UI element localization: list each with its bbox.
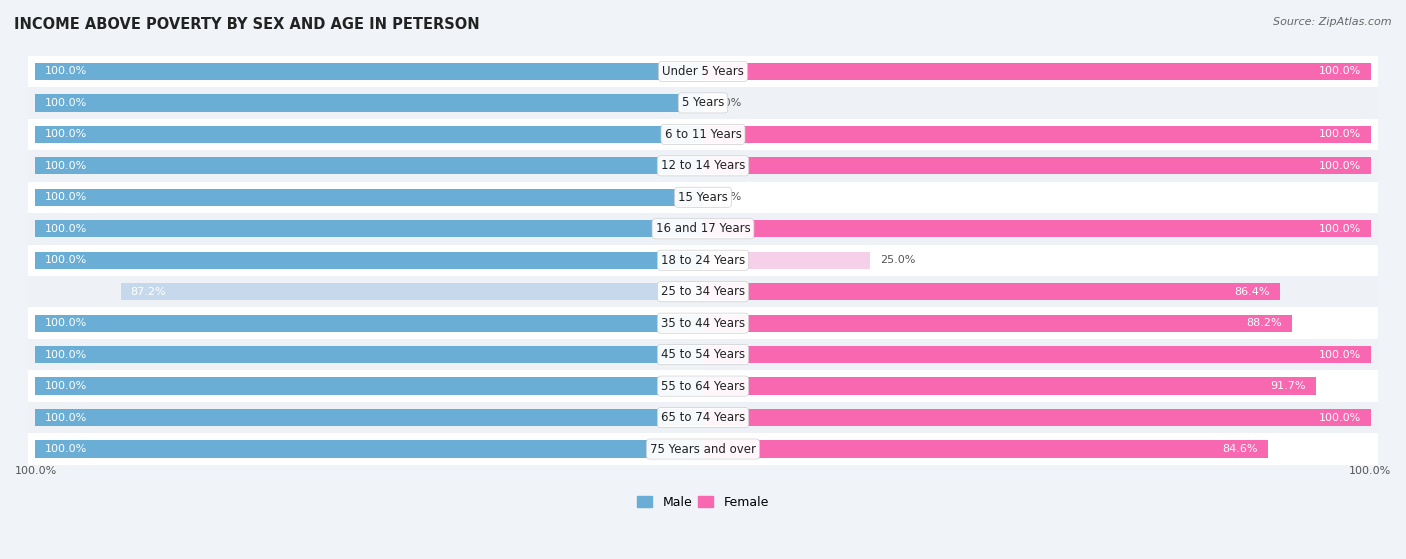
- Text: 100.0%: 100.0%: [45, 444, 87, 454]
- Text: 100.0%: 100.0%: [45, 67, 87, 77]
- Text: 55 to 64 Years: 55 to 64 Years: [661, 380, 745, 392]
- Text: 100.0%: 100.0%: [45, 161, 87, 171]
- Text: 100.0%: 100.0%: [1319, 413, 1361, 423]
- Bar: [28, 56, 1378, 87]
- Bar: [35, 409, 703, 426]
- Text: 100.0%: 100.0%: [45, 413, 87, 423]
- Text: 91.7%: 91.7%: [1270, 381, 1306, 391]
- Bar: [28, 150, 1378, 182]
- Bar: [35, 94, 703, 112]
- Text: 100.0%: 100.0%: [1319, 349, 1361, 359]
- Bar: [28, 87, 1378, 119]
- Text: 100.0%: 100.0%: [45, 224, 87, 234]
- Text: 75 Years and over: 75 Years and over: [650, 443, 756, 456]
- Bar: [28, 244, 1378, 276]
- Bar: [703, 126, 1371, 143]
- Bar: [28, 276, 1378, 307]
- Bar: [703, 377, 1316, 395]
- Bar: [28, 213, 1378, 244]
- Bar: [35, 220, 703, 238]
- Bar: [703, 315, 1292, 332]
- Bar: [28, 371, 1378, 402]
- Text: 0.0%: 0.0%: [713, 98, 741, 108]
- Legend: Male, Female: Male, Female: [633, 491, 773, 514]
- Bar: [28, 182, 1378, 213]
- Text: 100.0%: 100.0%: [1348, 466, 1391, 476]
- Text: 45 to 54 Years: 45 to 54 Years: [661, 348, 745, 361]
- Bar: [703, 440, 1268, 458]
- Text: 100.0%: 100.0%: [15, 466, 58, 476]
- Text: 100.0%: 100.0%: [1319, 161, 1361, 171]
- Text: 100.0%: 100.0%: [45, 129, 87, 139]
- Text: 100.0%: 100.0%: [45, 192, 87, 202]
- Text: 87.2%: 87.2%: [131, 287, 166, 297]
- Bar: [35, 252, 703, 269]
- Text: 6 to 11 Years: 6 to 11 Years: [665, 128, 741, 141]
- Text: 100.0%: 100.0%: [1319, 67, 1361, 77]
- Text: 100.0%: 100.0%: [1319, 129, 1361, 139]
- Bar: [35, 377, 703, 395]
- Text: 100.0%: 100.0%: [45, 255, 87, 265]
- Text: 88.2%: 88.2%: [1247, 318, 1282, 328]
- Bar: [703, 63, 1371, 80]
- Text: Under 5 Years: Under 5 Years: [662, 65, 744, 78]
- Bar: [703, 220, 1371, 238]
- Text: 100.0%: 100.0%: [1319, 224, 1361, 234]
- Bar: [35, 63, 703, 80]
- Text: 84.6%: 84.6%: [1223, 444, 1258, 454]
- Bar: [703, 346, 1371, 363]
- Text: 0.0%: 0.0%: [713, 192, 741, 202]
- Bar: [703, 252, 870, 269]
- Text: 100.0%: 100.0%: [45, 318, 87, 328]
- Text: Source: ZipAtlas.com: Source: ZipAtlas.com: [1274, 17, 1392, 27]
- Bar: [35, 157, 703, 174]
- Bar: [121, 283, 703, 300]
- Bar: [28, 307, 1378, 339]
- Text: 18 to 24 Years: 18 to 24 Years: [661, 254, 745, 267]
- Bar: [28, 402, 1378, 433]
- Text: INCOME ABOVE POVERTY BY SEX AND AGE IN PETERSON: INCOME ABOVE POVERTY BY SEX AND AGE IN P…: [14, 17, 479, 32]
- Bar: [28, 433, 1378, 465]
- Bar: [703, 409, 1371, 426]
- Text: 25 to 34 Years: 25 to 34 Years: [661, 285, 745, 298]
- Bar: [703, 283, 1279, 300]
- Bar: [35, 315, 703, 332]
- Text: 100.0%: 100.0%: [45, 381, 87, 391]
- Text: 12 to 14 Years: 12 to 14 Years: [661, 159, 745, 172]
- Bar: [35, 440, 703, 458]
- Text: 86.4%: 86.4%: [1234, 287, 1270, 297]
- Text: 100.0%: 100.0%: [45, 349, 87, 359]
- Bar: [28, 119, 1378, 150]
- Bar: [28, 339, 1378, 371]
- Bar: [35, 346, 703, 363]
- Text: 5 Years: 5 Years: [682, 96, 724, 110]
- Text: 35 to 44 Years: 35 to 44 Years: [661, 316, 745, 330]
- Bar: [35, 126, 703, 143]
- Bar: [35, 188, 703, 206]
- Bar: [703, 157, 1371, 174]
- Text: 16 and 17 Years: 16 and 17 Years: [655, 222, 751, 235]
- Text: 15 Years: 15 Years: [678, 191, 728, 204]
- Text: 100.0%: 100.0%: [45, 98, 87, 108]
- Text: 25.0%: 25.0%: [880, 255, 915, 265]
- Text: 65 to 74 Years: 65 to 74 Years: [661, 411, 745, 424]
